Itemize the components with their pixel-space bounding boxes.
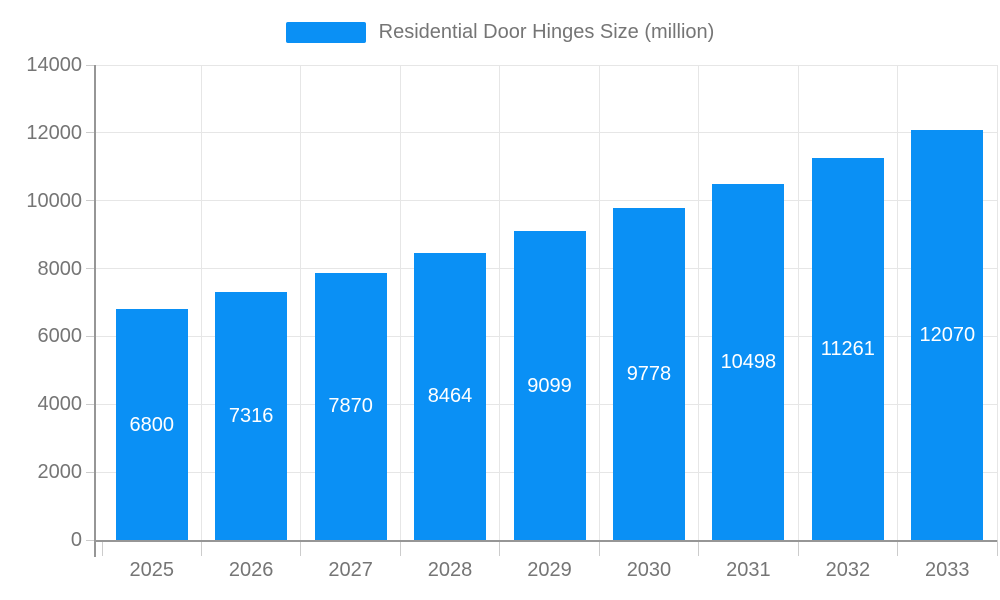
v-gridline (698, 65, 700, 540)
y-axis-label: 2000 (37, 461, 83, 484)
bar: 7316 (215, 291, 288, 540)
v-gridline (797, 65, 799, 540)
x-axis-tick (598, 540, 600, 556)
bar: 7870 (314, 272, 387, 540)
x-axis-tick (797, 540, 799, 556)
y-axis-tick (86, 64, 94, 66)
x-axis-tick (996, 540, 998, 556)
x-axis-label: 2030 (626, 559, 672, 581)
v-gridline (499, 65, 501, 540)
y-axis-tick (86, 268, 94, 270)
y-axis-label: 8000 (37, 257, 83, 280)
bar-value-label: 7316 (228, 404, 274, 427)
x-axis-tick (499, 540, 501, 556)
bar-value-label: 9778 (626, 363, 672, 386)
x-axis-label: 2027 (328, 559, 373, 581)
x-axis-tick (399, 540, 401, 556)
bar: 6800 (115, 309, 188, 540)
x-axis-label: 2033 (925, 559, 970, 581)
y-axis-line (94, 65, 96, 557)
bar-value-label: 9099 (527, 374, 572, 397)
v-gridline (598, 65, 600, 540)
y-axis-label: 4000 (37, 393, 83, 416)
bar: 11261 (811, 157, 884, 540)
bar: 12070 (911, 130, 984, 540)
bar: 8464 (414, 252, 487, 540)
x-axis-tick (897, 540, 899, 556)
y-axis-label: 14000 (26, 54, 82, 76)
bar-value-label: 10498 (720, 350, 777, 373)
y-axis-tick (86, 471, 94, 473)
y-axis-tick (86, 403, 94, 405)
bar: 9099 (513, 231, 586, 540)
x-axis-label: 2032 (825, 559, 871, 581)
bar-value-label: 8464 (427, 385, 473, 408)
bar-value-label: 11261 (820, 337, 875, 360)
v-gridline (996, 65, 998, 540)
y-axis-label: 12000 (26, 121, 82, 144)
x-axis-tick (101, 540, 103, 556)
x-axis-label: 2025 (129, 559, 174, 581)
y-axis-tick (86, 200, 94, 202)
h-gridline (96, 200, 997, 202)
v-gridline (200, 65, 202, 540)
v-gridline (897, 65, 899, 540)
x-axis-label: 2028 (427, 559, 473, 581)
x-axis-label: 2026 (228, 559, 274, 581)
bar: 10498 (712, 183, 785, 540)
x-axis-tick (200, 540, 202, 556)
y-axis-tick (86, 335, 94, 337)
h-gridline (96, 132, 997, 134)
bar-value-label: 7870 (328, 395, 373, 418)
bar-value-label: 6800 (129, 413, 174, 436)
x-axis-tick (300, 540, 302, 556)
x-axis-tick (698, 540, 700, 556)
y-axis-label: 0 (70, 529, 82, 551)
y-axis-label: 6000 (37, 325, 83, 348)
x-axis-line (94, 540, 997, 542)
legend-label[interactable]: Residential Door Hinges Size (million) (378, 21, 715, 43)
h-gridline (96, 64, 997, 66)
bar-value-label: 12070 (919, 324, 976, 347)
x-axis-label: 2031 (726, 559, 771, 581)
legend-swatch[interactable] (285, 22, 366, 43)
y-axis-label: 10000 (26, 189, 82, 212)
v-gridline (399, 65, 401, 540)
legend-item[interactable]: Residential Door Hinges Size (million) (0, 21, 1000, 44)
x-axis-label: 2029 (527, 559, 572, 581)
v-gridline (300, 65, 302, 540)
y-axis-tick (86, 539, 94, 541)
bar: 9778 (612, 208, 685, 540)
y-axis-tick (86, 132, 94, 134)
